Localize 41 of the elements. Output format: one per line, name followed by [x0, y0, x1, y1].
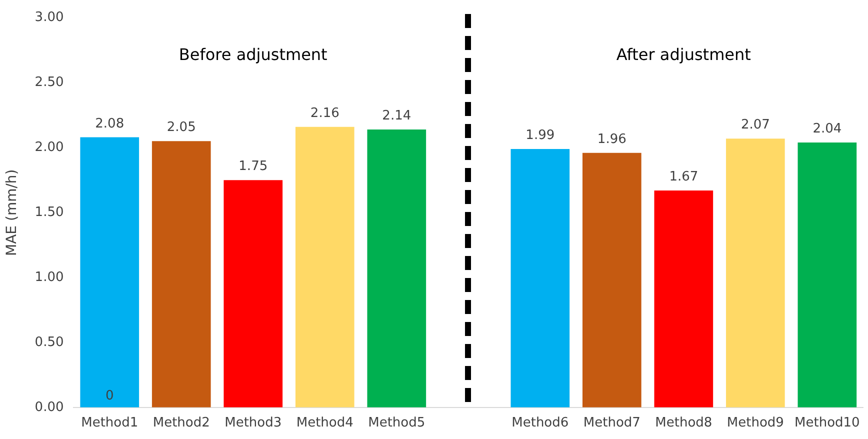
bar: [582, 152, 642, 408]
x-tick-label: Method3: [224, 416, 282, 431]
data-label: 1.75: [238, 159, 268, 174]
y-tick-label: 2.00: [34, 140, 64, 156]
data-label: 2.05: [166, 120, 196, 136]
x-tick-label: Method8: [655, 416, 712, 431]
x-tick-label: Method5: [368, 416, 426, 431]
x-tick-label: Method1: [81, 416, 138, 431]
bar: [224, 180, 283, 408]
bar: [367, 129, 426, 408]
data-label: 2.07: [740, 118, 770, 133]
data-label: 2.04: [812, 121, 842, 136]
x-tick-label: Method7: [583, 416, 640, 431]
data-label: 1.99: [526, 128, 555, 143]
data-label: 2.14: [382, 108, 412, 124]
y-tick-label: 0.50: [34, 334, 64, 350]
data-label: 2.16: [310, 106, 340, 121]
data-label: 2.08: [95, 116, 124, 132]
data-label: 1.96: [597, 132, 626, 147]
annotation: 0: [105, 388, 114, 404]
bar: [798, 142, 857, 408]
bar: [654, 190, 714, 408]
bar: [510, 148, 570, 408]
annotation: Before adjustment: [178, 44, 328, 64]
data-label: 1.67: [669, 170, 698, 185]
x-tick-label: Method4: [296, 416, 354, 431]
x-tick-label: Method9: [726, 416, 784, 431]
y-tick-label: 1.50: [34, 204, 64, 220]
y-tick-label: 3.00: [34, 10, 64, 26]
x-tick-label: Method2: [152, 416, 210, 431]
bar: [152, 141, 211, 408]
bar: [726, 138, 785, 408]
y-tick-label: 1.00: [34, 270, 64, 285]
x-tick-label: Method6: [512, 416, 569, 431]
annotation: After adjustment: [616, 44, 751, 64]
y-tick-label: 0.00: [34, 400, 64, 415]
x-tick-label: Method10: [794, 416, 860, 431]
bar: [80, 137, 140, 408]
y-axis-title: MAE (mm/h): [4, 169, 20, 256]
bar: [295, 126, 354, 408]
y-tick-label: 2.50: [34, 75, 64, 90]
